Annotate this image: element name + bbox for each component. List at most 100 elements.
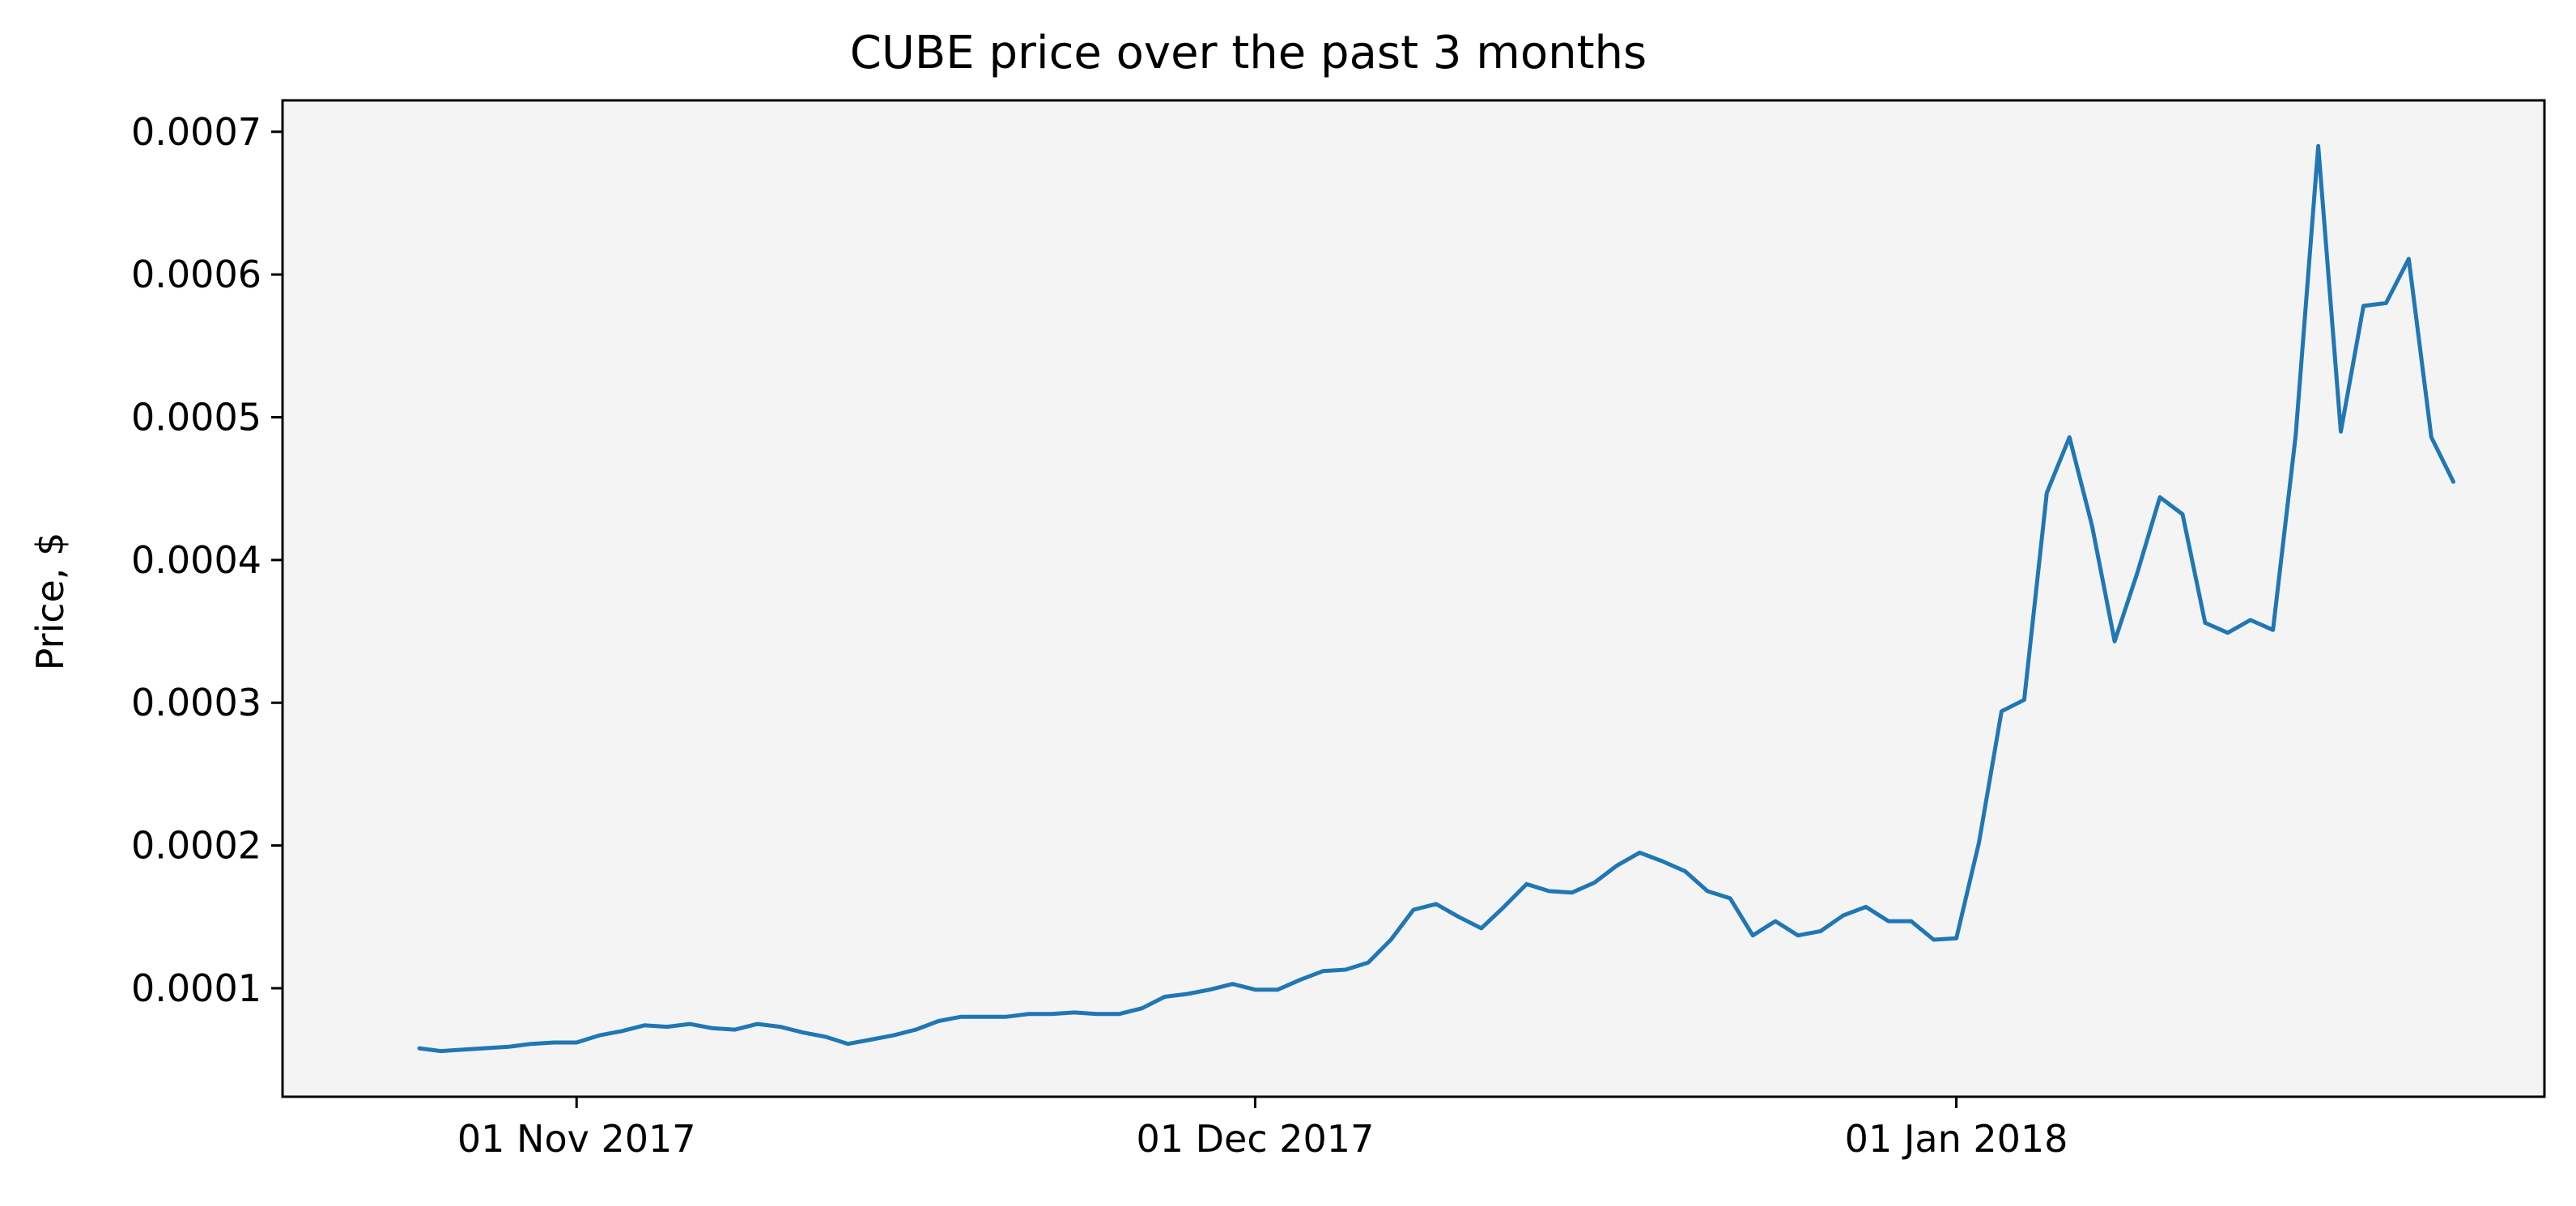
price-data-point bbox=[1887, 919, 1889, 923]
price-data-point bbox=[1684, 870, 1686, 873]
price-data-point bbox=[1525, 883, 1528, 885]
price-data-point bbox=[2204, 622, 2207, 624]
price-data-point bbox=[1480, 927, 1483, 930]
price-data-point bbox=[1910, 919, 1912, 923]
price-data-point bbox=[620, 1030, 623, 1033]
price-data-point bbox=[440, 1050, 442, 1052]
price-data-point bbox=[1412, 908, 1415, 911]
series-group bbox=[417, 143, 2456, 1054]
price-data-point bbox=[960, 1016, 963, 1018]
price-data-point bbox=[1299, 979, 1302, 981]
price-data-point bbox=[1209, 988, 1211, 991]
price-data-point bbox=[2023, 699, 2026, 701]
plot-area bbox=[283, 100, 2544, 1097]
price-data-point bbox=[553, 1041, 555, 1044]
price-data-point bbox=[1277, 988, 1279, 991]
price-data-point bbox=[1707, 890, 1709, 893]
price-data-point bbox=[937, 1020, 940, 1022]
price-data-point bbox=[869, 1038, 872, 1041]
price-data-point bbox=[508, 1046, 510, 1048]
price-data-point bbox=[1661, 860, 1664, 863]
price-data-point bbox=[1050, 1013, 1053, 1015]
price-data-point bbox=[1367, 962, 1370, 964]
price-data-point bbox=[1231, 983, 1234, 985]
price-data-point bbox=[801, 1031, 804, 1034]
price-data-point bbox=[2453, 482, 2455, 484]
price-data-point bbox=[1796, 934, 1800, 936]
price-data-point bbox=[1729, 897, 1732, 900]
y-tick-label: 0.0004 bbox=[131, 538, 261, 582]
y-tick-label: 0.0003 bbox=[131, 681, 261, 724]
price-data-point bbox=[1345, 968, 1347, 971]
price-data-point bbox=[2430, 436, 2433, 439]
price-data-point bbox=[1774, 919, 1777, 923]
price-data-point bbox=[711, 1027, 714, 1030]
price-data-point bbox=[1639, 851, 1641, 854]
price-data-point bbox=[2136, 571, 2139, 574]
price-data-point bbox=[2317, 145, 2319, 147]
price-data-point bbox=[688, 1022, 691, 1026]
y-axis: 0.0001 0.0002 0.0003 0.0004 0.0005 0.0006 0.00… bbox=[131, 110, 283, 1010]
chart-title: CUBE price over the past 3 months bbox=[850, 27, 1647, 79]
price-data-point bbox=[598, 1034, 601, 1037]
price-data-point bbox=[485, 1047, 487, 1050]
price-data-point bbox=[1503, 906, 1506, 908]
x-axis: 01 Nov 2017 01 Dec 2017 01 Jan 2018 bbox=[457, 1097, 2068, 1161]
price-data-point bbox=[1932, 938, 1935, 941]
price-data-point bbox=[1141, 1007, 1143, 1009]
price-data-point bbox=[1389, 938, 1392, 941]
price-data-point bbox=[643, 1024, 646, 1027]
price-data-point bbox=[1118, 1013, 1121, 1015]
x-tick-label: 01 Nov 2017 bbox=[457, 1117, 696, 1161]
price-data-point bbox=[915, 1028, 917, 1031]
price-data-point bbox=[824, 1035, 827, 1038]
price-data-point bbox=[1457, 915, 1460, 919]
price-data-point bbox=[2000, 710, 2003, 712]
price-data-point bbox=[756, 1022, 759, 1026]
price-data-point bbox=[2362, 304, 2365, 308]
price-data-point bbox=[2226, 631, 2229, 634]
price-data-point bbox=[1571, 891, 1573, 894]
plot-frame bbox=[281, 99, 2546, 1098]
x-tick-label: 01 Dec 2017 bbox=[1136, 1117, 1374, 1161]
price-data-point bbox=[1616, 864, 1618, 867]
price-data-point bbox=[2158, 496, 2162, 499]
price-data-point bbox=[2408, 257, 2410, 260]
price-data-point bbox=[982, 1016, 985, 1018]
y-axis-label: Price, $ bbox=[28, 533, 72, 671]
x-tick-label: 01 Jan 2018 bbox=[1845, 1117, 2068, 1161]
price-data-point bbox=[1548, 890, 1550, 893]
price-data-point bbox=[847, 1043, 849, 1045]
price-data-point bbox=[2340, 431, 2342, 433]
price-data-point bbox=[2249, 618, 2251, 622]
price-data-point bbox=[417, 1047, 419, 1050]
price-data-point bbox=[530, 1043, 533, 1045]
price-data-point bbox=[1819, 930, 1822, 932]
price-data-point bbox=[1163, 996, 1166, 998]
y-tick-label: 0.0007 bbox=[131, 110, 261, 154]
price-data-point bbox=[2181, 513, 2184, 516]
price-data-point bbox=[2068, 436, 2071, 439]
price-data-point bbox=[576, 1041, 578, 1044]
price-data-point bbox=[1842, 914, 1845, 917]
price-data-point bbox=[1027, 1013, 1031, 1015]
y-tick-label: 0.0002 bbox=[131, 824, 261, 868]
price-data-point bbox=[892, 1034, 895, 1037]
price-data-point bbox=[1186, 992, 1188, 996]
price-data-point bbox=[1955, 937, 1958, 940]
price-data-point bbox=[2046, 491, 2048, 495]
price-data-point bbox=[2113, 640, 2116, 643]
price-data-point bbox=[1005, 1016, 1008, 1018]
price-data-point bbox=[733, 1028, 736, 1031]
price-data-point bbox=[2091, 524, 2094, 527]
price-data-point bbox=[1254, 988, 1256, 991]
price-data-point bbox=[462, 1048, 465, 1051]
price-data-point bbox=[1095, 1013, 1099, 1015]
price-data-point bbox=[2272, 629, 2274, 631]
y-tick-label: 0.0001 bbox=[131, 966, 261, 1010]
y-tick-label: 0.0006 bbox=[131, 253, 261, 296]
price-data-point bbox=[665, 1026, 669, 1028]
price-data-point bbox=[2294, 435, 2297, 437]
price-data-point bbox=[1751, 934, 1754, 936]
